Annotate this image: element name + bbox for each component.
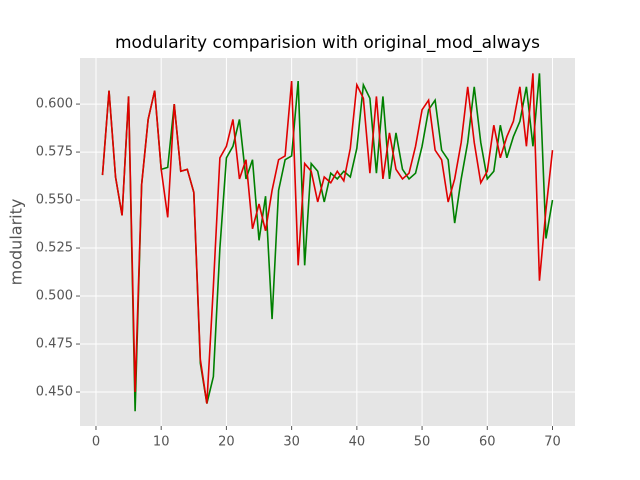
y-tick-label: 0.600	[36, 97, 73, 112]
plot-area	[80, 58, 575, 426]
y-axis-label: modularity	[7, 199, 26, 286]
y-tick-label: 0.550	[36, 193, 73, 208]
line-series	[101, 73, 554, 404]
x-tick-label: 30	[283, 435, 300, 450]
y-tick-label: 0.525	[36, 241, 73, 256]
x-tick-label: 40	[349, 435, 366, 450]
x-tick-label: 0	[92, 435, 100, 450]
y-tick-label: 0.450	[36, 385, 73, 400]
x-tick-label: 10	[153, 435, 170, 450]
x-tick-label: 50	[414, 435, 431, 450]
chart-title: modularity comparision with original_mod…	[115, 33, 540, 53]
y-tick-label: 0.575	[36, 145, 73, 160]
x-tick-label: 20	[218, 435, 235, 450]
y-tick-label: 0.475	[36, 337, 73, 352]
x-tick-label: 70	[544, 435, 561, 450]
y-tick-label: 0.500	[36, 289, 73, 304]
x-tick-label: 60	[479, 435, 496, 450]
